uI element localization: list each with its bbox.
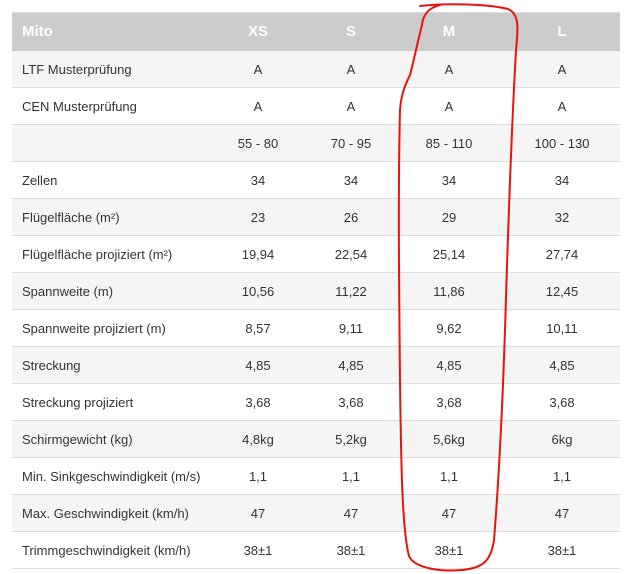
cell-value: 11,22	[308, 272, 394, 310]
table-header-row: Mito XS S M L	[12, 12, 620, 51]
size-header-m: M	[394, 12, 504, 51]
cell-value: 4,85	[504, 346, 620, 384]
cell-value: 38±1	[308, 531, 394, 569]
row-label: Streckung	[12, 346, 208, 384]
cell-value: 23	[208, 198, 308, 236]
cell-value: 9,62	[394, 309, 504, 347]
cell-value: 1,1	[308, 457, 394, 495]
table-row: Flügelfläche projiziert (m²) 19,94 22,54…	[12, 235, 620, 273]
table-row: Min. Sinkgeschwindigkeit (m/s) 1,1 1,1 1…	[12, 457, 620, 495]
row-label: Min. Sinkgeschwindigkeit (m/s)	[12, 457, 208, 495]
cell-value: 10,11	[504, 309, 620, 347]
cell-value: 12,45	[504, 272, 620, 310]
cell-value: 3,68	[308, 383, 394, 421]
cell-value: 70 - 95	[308, 124, 394, 162]
table-row: CEN Musterprüfung A A A A	[12, 87, 620, 125]
cell-value: 3,68	[208, 383, 308, 421]
cell-value: 4,85	[208, 346, 308, 384]
table-row: Streckung projiziert 3,68 3,68 3,68 3,68	[12, 383, 620, 421]
table-row: Max. Geschwindigkeit (km/h) 47 47 47 47	[12, 494, 620, 532]
table-row: Zellen 34 34 34 34	[12, 161, 620, 199]
cell-value: 3,68	[504, 383, 620, 421]
row-label: Streckung projiziert	[12, 383, 208, 421]
table-row: Trimmgeschwindigkeit (km/h) 38±1 38±1 38…	[12, 531, 620, 569]
row-label: Max. Geschwindigkeit (km/h)	[12, 494, 208, 532]
cell-value: 9,11	[308, 309, 394, 347]
cell-value: 47	[504, 494, 620, 532]
cell-value: 32	[504, 198, 620, 236]
cell-value: 34	[308, 161, 394, 199]
cell-value: 34	[394, 161, 504, 199]
cell-value: 25,14	[394, 235, 504, 273]
size-header-xs: XS	[208, 12, 308, 51]
row-label: Flügelfläche projiziert (m²)	[12, 235, 208, 273]
row-label: Zellen	[12, 161, 208, 199]
size-header-l: L	[504, 12, 620, 51]
row-label: Spannweite (m)	[12, 272, 208, 310]
cell-value: 47	[308, 494, 394, 532]
row-label	[12, 124, 208, 162]
cell-value: 38±1	[504, 531, 620, 569]
cell-value: 29	[394, 198, 504, 236]
cell-value: A	[208, 87, 308, 125]
table-row: Spannweite (m) 10,56 11,22 11,86 12,45	[12, 272, 620, 310]
cell-value: 1,1	[208, 457, 308, 495]
cell-value: 27,74	[504, 235, 620, 273]
cell-value: A	[504, 87, 620, 125]
table-row: Streckung 4,85 4,85 4,85 4,85	[12, 346, 620, 384]
row-label: LTF Musterprüfung	[12, 50, 208, 88]
row-label: Flügelfläche (m²)	[12, 198, 208, 236]
cell-value: 26	[308, 198, 394, 236]
cell-value: 85 - 110	[394, 124, 504, 162]
cell-value: A	[208, 50, 308, 88]
cell-value: 55 - 80	[208, 124, 308, 162]
cell-value: 100 - 130	[504, 124, 620, 162]
cell-value: 5,6kg	[394, 420, 504, 458]
cell-value: 4,85	[394, 346, 504, 384]
cell-value: 5,2kg	[308, 420, 394, 458]
cell-value: 1,1	[504, 457, 620, 495]
table-row: 55 - 80 70 - 95 85 - 110 100 - 130	[12, 124, 620, 162]
row-label: Spannweite projiziert (m)	[12, 309, 208, 347]
cell-value: 22,54	[308, 235, 394, 273]
row-label: Schirmgewicht (kg)	[12, 420, 208, 458]
cell-value: 4,8kg	[208, 420, 308, 458]
cell-value: 47	[208, 494, 308, 532]
cell-value: A	[394, 50, 504, 88]
cell-value: 1,1	[394, 457, 504, 495]
row-label: Trimmgeschwindigkeit (km/h)	[12, 531, 208, 569]
cell-value: 8,57	[208, 309, 308, 347]
cell-value: 34	[504, 161, 620, 199]
cell-value: 4,85	[308, 346, 394, 384]
row-label: CEN Musterprüfung	[12, 87, 208, 125]
cell-value: 47	[394, 494, 504, 532]
size-header-s: S	[308, 12, 394, 51]
cell-value: 11,86	[394, 272, 504, 310]
cell-value: 38±1	[208, 531, 308, 569]
cell-value: A	[504, 50, 620, 88]
table-corner-label: Mito	[12, 12, 208, 51]
cell-value: A	[308, 87, 394, 125]
cell-value: 10,56	[208, 272, 308, 310]
cell-value: 6kg	[504, 420, 620, 458]
cell-value: A	[308, 50, 394, 88]
table-row: Spannweite projiziert (m) 8,57 9,11 9,62…	[12, 309, 620, 347]
cell-value: 34	[208, 161, 308, 199]
cell-value: 3,68	[394, 383, 504, 421]
table-row: LTF Musterprüfung A A A A	[12, 50, 620, 88]
spec-table: Mito XS S M L LTF Musterprüfung A A A A …	[12, 12, 620, 569]
cell-value: 38±1	[394, 531, 504, 569]
table-row: Schirmgewicht (kg) 4,8kg 5,2kg 5,6kg 6kg	[12, 420, 620, 458]
table-row: Flügelfläche (m²) 23 26 29 32	[12, 198, 620, 236]
cell-value: A	[394, 87, 504, 125]
cell-value: 19,94	[208, 235, 308, 273]
